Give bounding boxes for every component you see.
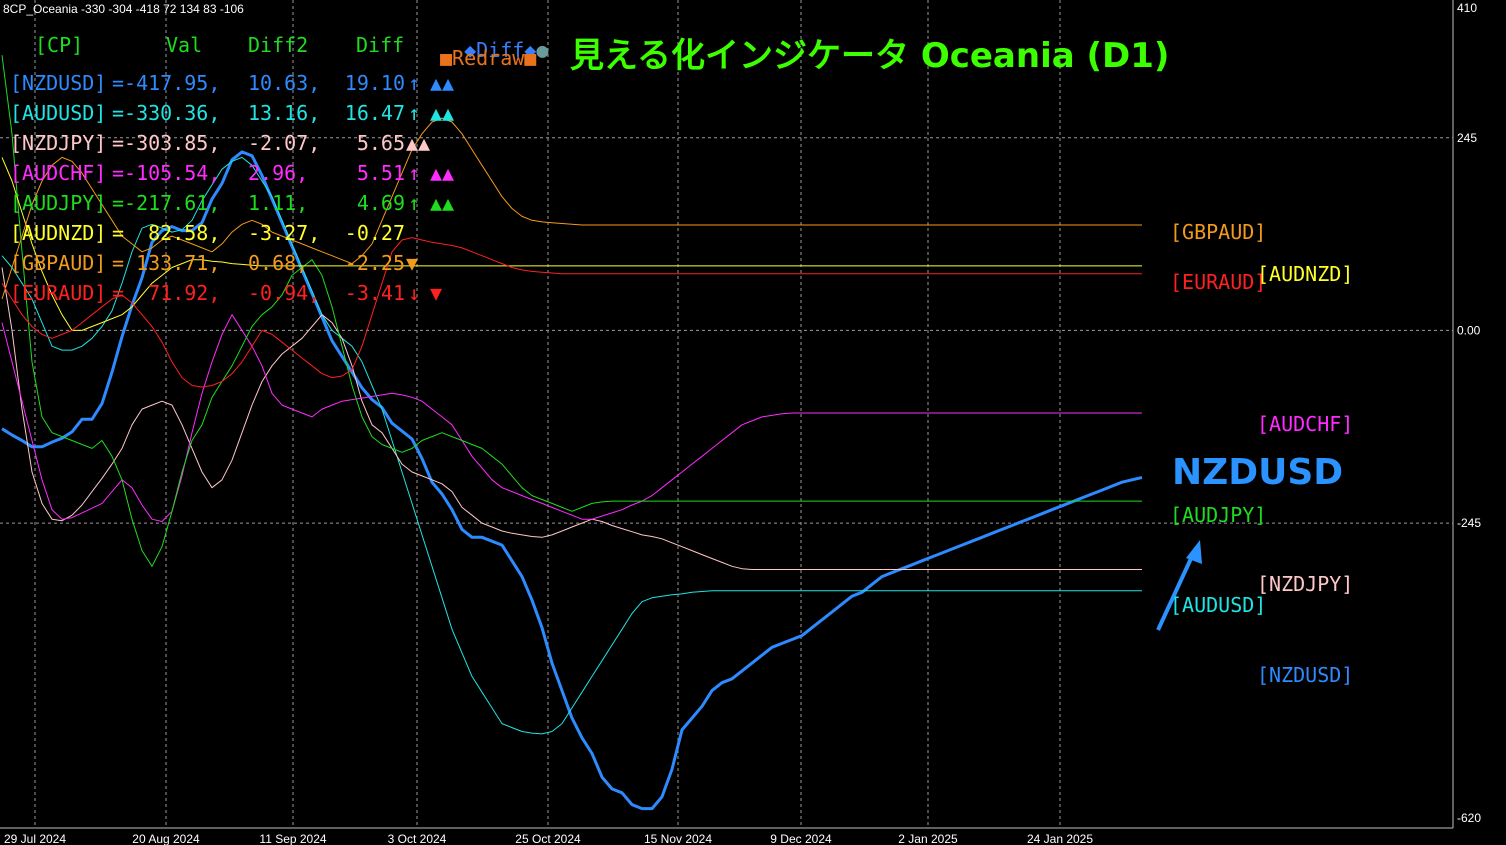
highlight-pair-label: NZDUSD [1172,452,1344,493]
table-cell-triangles: ▲▲ [430,191,455,215]
table-cell-diff2: 10.63, [248,71,321,95]
table-cell-diff: -2.25 [344,251,405,275]
table-cell-triangles: ▲▲ [406,131,431,155]
series-line-audjpy [1,55,1142,567]
x-tick-label: 24 Jan 2025 [1027,832,1093,845]
diff-status-dot: ● [536,38,549,62]
table-cell-arrow: ↑ [408,71,421,95]
x-tick-label: 2 Jan 2025 [898,832,958,845]
y-tick-label: 0.00 [1457,323,1481,337]
table-cell-val: =-105.54, [112,161,221,185]
y-tick-label: 410 [1457,1,1477,15]
x-tick-label: 3 Oct 2024 [388,832,447,845]
table-cell-diff: 4.69 [356,191,405,215]
table-cell-pair: [AUDUSD] [10,101,107,125]
table-cell-pair: [AUDCHF] [10,161,107,185]
table-cell-triangles: ▲▲ [430,101,455,125]
table-cell-diff2: -0.94, [248,281,321,305]
series-line-audchf [1,314,1142,522]
table-cell-diff: 16.47 [344,101,405,125]
table-cell-triangles: ▼ [406,251,419,275]
arrow-icon [1156,551,1196,631]
diff-button[interactable]: ◆Diff◆● [464,38,549,62]
series-line-audusd [1,156,1142,735]
table-cell-diff2: 13.16, [248,101,321,125]
table-cell-pair: [NZDJPY] [10,131,107,155]
end-label-audnzd: [AUDNZD] [1257,262,1354,286]
series-line-audnzd [1,157,1142,331]
table-cell-pair: [NZDUSD] [10,71,107,95]
x-tick-label: 15 Nov 2024 [644,832,712,845]
table-cell-arrow: ↑ [408,161,421,185]
table-cell-arrow: ↑ [408,101,421,125]
table-cell-val: =-303.85, [112,131,221,155]
table-cell-pair: [AUDNZD] [10,221,107,245]
end-label-audusd: [AUDUSD] [1170,593,1267,617]
series-line-euraud [1,237,1142,388]
y-tick-label: -620 [1457,811,1481,825]
table-cell-triangles: ▲▲ [430,71,455,95]
table-cell-diff2: 0.68, [248,251,309,275]
table-cell-val: = 71.92, [112,281,221,305]
table-cell-pair: [GBPAUD] [10,251,107,275]
table-cell-arrow: ↑ [408,191,421,215]
table-cell-diff2: -3.27, [248,221,321,245]
series-line-nzdjpy [1,267,1142,570]
x-tick-label: 29 Jul 2024 [4,832,66,845]
table-cell-diff: -3.41 [344,281,405,305]
x-tick-label: 20 Aug 2024 [132,832,200,845]
end-label-gbpaud: [GBPAUD] [1170,220,1267,244]
table-cell-val: = 133.71, [112,251,221,275]
table-cell-diff: 5.51 [356,161,405,185]
table-cell-diff: -0.27 [344,221,405,245]
chart-info-text: 8CP_Oceania -330 -304 -418 72 134 83 -10… [3,2,244,16]
y-tick-label: 245 [1457,131,1477,145]
y-tick-label: -245 [1457,516,1481,530]
table-header-diff: Diff [356,33,405,57]
table-cell-diff2: 2.96, [248,161,309,185]
redraw-button[interactable]: ■Redraw■ [440,46,537,70]
end-label-audjpy: [AUDJPY] [1170,503,1267,527]
table-cell-pair: [AUDJPY] [10,191,107,215]
table-header-val: Val [166,33,203,57]
table-cell-diff2: 1.11, [248,191,309,215]
end-label-audchf: [AUDCHF] [1257,412,1354,436]
table-cell-val: =-217.61, [112,191,221,215]
table-header-cp: [CP] [35,33,84,57]
end-label-nzdjpy: [NZDJPY] [1257,572,1354,596]
table-cell-val: = 82.58, [112,221,221,245]
table-cell-arrow: ↓ [408,281,421,305]
series-line-nzdusd [1,150,1143,811]
x-tick-label: 25 Oct 2024 [515,832,581,845]
x-tick-label: 9 Dec 2024 [770,832,832,845]
table-cell-diff: 5.65 [356,131,405,155]
table-cell-val: =-330.36, [112,101,221,125]
chart-title: 見える化インジケータ Oceania (D1) [570,36,1170,76]
end-label-euraud: [EURAUD] [1170,270,1267,294]
end-label-nzdusd: [NZDUSD] [1257,663,1354,687]
table-cell-val: =-417.95, [112,71,221,95]
x-tick-label: 11 Sep 2024 [259,832,326,845]
arrow-head-icon [1186,540,1202,564]
table-cell-pair: [EURAUD] [10,281,107,305]
table-cell-diff: 19.10 [344,71,405,95]
table-cell-diff2: -2.07, [248,131,321,155]
table-cell-triangles: ▼ [430,281,443,305]
table-cell-triangles: ▲▲ [430,161,455,185]
table-header-diff2: Diff2 [248,33,309,57]
series-line-gbpaud [1,117,1142,300]
